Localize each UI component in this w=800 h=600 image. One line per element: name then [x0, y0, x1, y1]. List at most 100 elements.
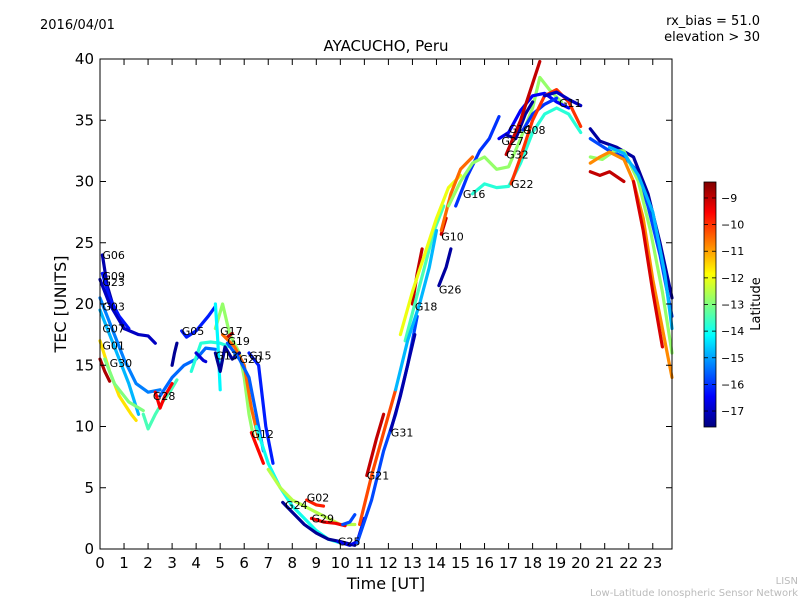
y-tick-label: 35	[75, 111, 94, 129]
series-g11	[543, 90, 583, 108]
prn-label-g26: G26	[439, 283, 462, 296]
x-tick-label: 10	[331, 554, 350, 572]
credit-short: LISN	[775, 576, 798, 587]
x-tick-label: 4	[191, 554, 201, 572]
x-tick-label: 5	[215, 554, 225, 572]
x-tick-label: 19	[547, 554, 566, 572]
prn-label-g03: G03	[102, 300, 125, 313]
x-tick-label: 9	[312, 554, 322, 572]
series-g10b	[394, 228, 439, 392]
y-tick-label: 20	[75, 295, 94, 313]
x-tick-label: 23	[643, 554, 662, 572]
x-tick-label: 11	[355, 554, 374, 572]
series-g03	[98, 296, 162, 394]
colorbar: −9 −10 −11 −12 −13 −14 −15 −16 −17 Latitude	[703, 181, 764, 428]
prn-label-g02: G02	[307, 492, 330, 505]
y-tick-label: 5	[84, 479, 94, 497]
prn-label-g15: G15	[249, 349, 272, 362]
x-tick-label: 0	[95, 554, 105, 572]
prn-label-g13: G13	[215, 349, 238, 362]
prn-label-g09: G09	[102, 270, 125, 283]
prn-label-g12: G12	[251, 428, 274, 441]
series-g16b	[446, 75, 563, 208]
colorbar-tick-label: −15	[721, 352, 744, 365]
series-g18b	[403, 204, 446, 343]
elevation-label: elevation > 30	[664, 30, 760, 45]
prn-label-g11: G11	[559, 97, 582, 110]
colorbar-tick-label: −16	[721, 378, 744, 391]
series-g30	[103, 357, 145, 413]
series-g05b	[158, 346, 217, 398]
series-layer	[98, 59, 674, 547]
colorbar-tick-label: −9	[721, 192, 737, 205]
chart-title: AYACUCHO, Peru	[323, 37, 449, 55]
y-tick-label: 40	[75, 50, 94, 68]
x-tick-label: 15	[451, 554, 470, 572]
series-g13	[213, 345, 241, 373]
series-g27	[497, 91, 571, 141]
series-g05	[180, 304, 217, 339]
y-tick-label: 10	[75, 418, 94, 436]
series-g02	[305, 498, 326, 508]
prn-label-g27: G27	[501, 135, 524, 148]
series-g09	[100, 271, 131, 331]
prn-label-g31: G31	[391, 427, 414, 440]
colorbar-tick-label: −14	[721, 325, 744, 338]
x-tick-label: 17	[499, 554, 518, 572]
prn-label-g07: G07	[102, 323, 125, 336]
series-g23	[98, 277, 157, 345]
series-g18c	[398, 173, 463, 337]
series-g07	[98, 308, 141, 416]
series-g16c	[470, 106, 583, 196]
axes: 0 1 2 3 4 5 6 7 8 9 10 11 12 13 14 15 16 17 18 19 20 21 22 2305…	[75, 50, 672, 572]
series-g31	[389, 333, 417, 432]
series-g29b	[341, 513, 357, 527]
series-g19	[225, 331, 234, 339]
prn-label-g05: G05	[182, 325, 205, 338]
prn-label-g21: G21	[367, 470, 390, 483]
colorbar-tick-label: −11	[721, 245, 744, 258]
colorbar-tick-label: −12	[721, 272, 744, 285]
x-tick-label: 13	[403, 554, 422, 572]
y-axis-label: TEC [UNITS]	[51, 256, 70, 354]
x-tick-label: 12	[379, 554, 398, 572]
series-g17b	[213, 302, 222, 392]
series-g28b	[153, 382, 174, 410]
y-tick-label: 0	[84, 540, 94, 558]
series-g11g	[588, 170, 626, 184]
x-tick-label: 6	[239, 554, 249, 572]
prn-label-g24: G24	[285, 499, 308, 512]
x-axis-label: Time [UT]	[346, 574, 425, 593]
x-tick-label: 3	[167, 554, 177, 572]
series-g12	[249, 431, 265, 465]
x-tick-label: 16	[475, 554, 494, 572]
credit-long: Low-Latitude Ionospheric Sensor Network	[590, 588, 798, 599]
colorbar-tick-label: −10	[721, 219, 744, 232]
series-g11e	[607, 145, 674, 331]
series-g16	[454, 115, 501, 208]
prn-label-g28: G28	[153, 390, 176, 403]
y-tick-label: 30	[75, 173, 94, 191]
series-g11f	[588, 150, 674, 380]
series-g20	[225, 341, 265, 453]
x-tick-label: 7	[263, 554, 273, 572]
x-tick-label: 1	[119, 554, 129, 572]
series-g32	[504, 59, 542, 157]
prn-label-g32: G32	[506, 149, 529, 162]
meta-info: rx_bias = 51.0 elevation > 30	[664, 14, 760, 46]
prn-label-g22: G22	[511, 178, 534, 191]
colorbar-tick-label: −17	[721, 405, 744, 418]
x-tick-label: 14	[427, 554, 446, 572]
x-tick-label: 2	[143, 554, 153, 572]
series-g26	[437, 247, 453, 288]
series-r01	[98, 357, 112, 383]
prn-label-g10: G10	[441, 231, 464, 244]
prn-label-g29: G29	[311, 512, 334, 525]
prn-label-g19: G19	[227, 335, 250, 348]
prn-label-g01: G01	[102, 340, 125, 353]
prn-label-g30: G30	[110, 357, 133, 370]
x-tick-label: 8	[287, 554, 297, 572]
x-tick-label: 20	[571, 554, 590, 572]
